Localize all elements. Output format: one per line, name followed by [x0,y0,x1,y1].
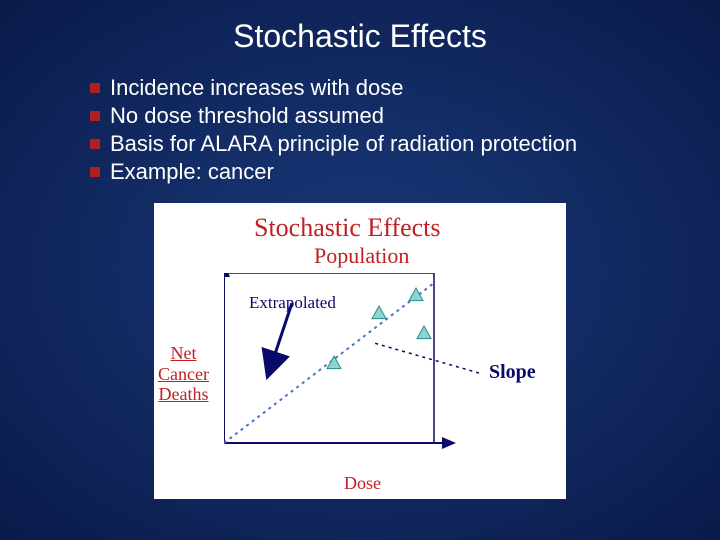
page-title: Stochastic Effects [0,0,720,67]
figure-panel: Stochastic Effects Population NetCancerD… [154,203,566,499]
chart-svg [224,273,564,483]
yaxis-label: NetCancerDeaths [158,343,209,405]
bullet-text: Basis for ALARA principle of radiation p… [110,131,577,157]
figure-subtitle: Population [314,243,409,269]
bullet-icon [90,139,100,149]
bullet-text: Example: cancer [110,159,274,185]
figure-title: Stochastic Effects [254,213,441,243]
bullet-text: Incidence increases with dose [110,75,404,101]
bullet-text: No dose threshold assumed [110,103,384,129]
bullet-icon [90,167,100,177]
list-item: Example: cancer [90,159,720,185]
bullet-list: Incidence increases with doseNo dose thr… [90,75,720,185]
list-item: No dose threshold assumed [90,103,720,129]
bullet-icon [90,111,100,121]
bullet-icon [90,83,100,93]
list-item: Incidence increases with dose [90,75,720,101]
list-item: Basis for ALARA principle of radiation p… [90,131,720,157]
